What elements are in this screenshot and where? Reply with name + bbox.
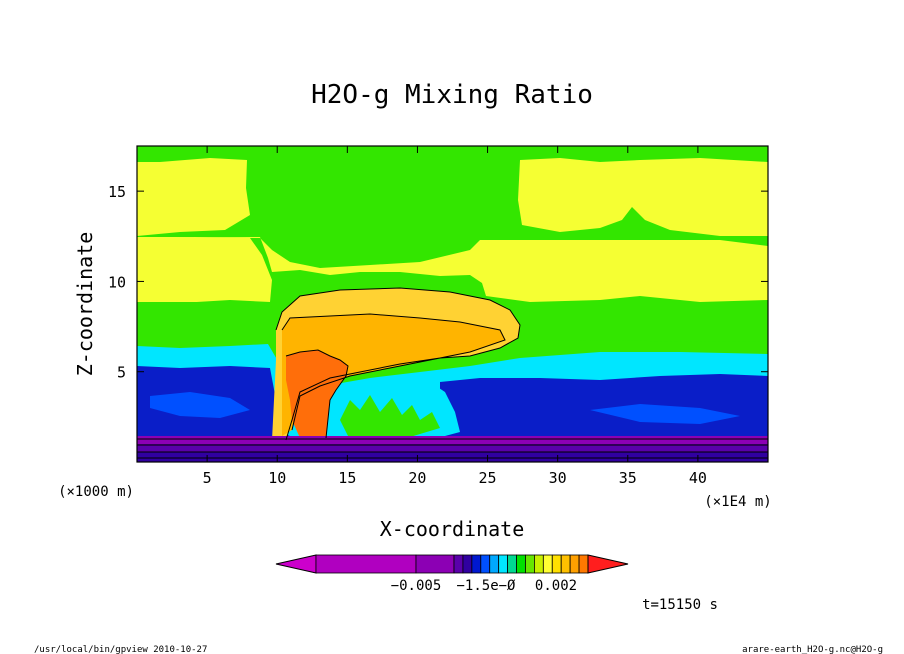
y-axis-title: Z-coordinate [73, 232, 97, 377]
colorbar-segment-7 [498, 554, 508, 574]
x-unit-label: (×1E4 m) [704, 494, 771, 510]
plot-frame [136, 145, 769, 463]
colorbar-segment-16 [578, 554, 589, 574]
x-tick-label-5: 30 [549, 469, 567, 487]
x-tick-label-2: 15 [338, 469, 356, 487]
colorbar-segment-11 [534, 554, 544, 574]
x-tick-label-4: 25 [479, 469, 497, 487]
time-label: t=15150 s [642, 597, 718, 613]
x-tick-label-3: 20 [408, 469, 426, 487]
colorbar-segment-10 [525, 554, 535, 574]
y-tick-label-2: 15 [108, 183, 126, 201]
colorbar-segment-14 [560, 554, 571, 574]
colorbar-segment-3 [462, 554, 473, 574]
colorbar-arrow-low [275, 554, 317, 574]
colorbar-segment-0 [315, 554, 417, 574]
colorbar-segment-12 [542, 554, 553, 574]
colorbar-segment-1 [415, 554, 455, 574]
x-axis-title: X-coordinate [380, 517, 525, 541]
colorbar-segment-9 [516, 554, 526, 574]
x-tick-label-6: 35 [619, 469, 637, 487]
colorbar-arrow-high [587, 554, 629, 574]
field-orange-inner [282, 314, 505, 436]
footer-left: /usr/local/bin/gpview 2010-10-27 [34, 645, 207, 654]
x-axis: 5 10 15 20 25 30 35 40 [203, 146, 707, 487]
chart-title: H2O-g Mixing Ratio [311, 80, 593, 110]
y-unit-label: (×1000 m) [58, 484, 134, 500]
x-tick-label-7: 40 [689, 469, 707, 487]
colorbar-segment-8 [507, 554, 517, 574]
colorbar-segment-6 [489, 554, 500, 574]
colorbar-labels: −0.005 −1.5e−Ø 0.002 [391, 578, 577, 594]
field-red-orange-core [286, 350, 348, 438]
x-tick-label-0: 5 [203, 469, 212, 487]
colorbar-label-1: −1.5e−Ø [456, 578, 516, 594]
colorbar-segment-2 [453, 554, 464, 574]
footer-right: arare-earth_H2O-g.nc@H2O-g [742, 645, 883, 654]
colorbar-segment-13 [551, 554, 562, 574]
plot-area [136, 145, 769, 463]
colorbar-label-2: 0.002 [535, 578, 577, 594]
field-yellow-mid [137, 237, 768, 303]
y-tick-label-1: 10 [108, 273, 126, 291]
colorbar-segment-5 [480, 554, 491, 574]
colorbar [275, 554, 629, 574]
x-tick-label-1: 10 [268, 469, 286, 487]
colorbar-label-0: −0.005 [391, 578, 442, 594]
field-midblue [150, 392, 740, 424]
colorbar-segment-15 [569, 554, 580, 574]
colorbar-segment-4 [471, 554, 482, 574]
contour-lines [137, 287, 768, 459]
y-axis: 5 10 15 [108, 183, 768, 382]
y-tick-label-0: 5 [117, 364, 126, 382]
field-ground-layer [137, 452, 768, 462]
field-green-speckle [340, 395, 440, 440]
